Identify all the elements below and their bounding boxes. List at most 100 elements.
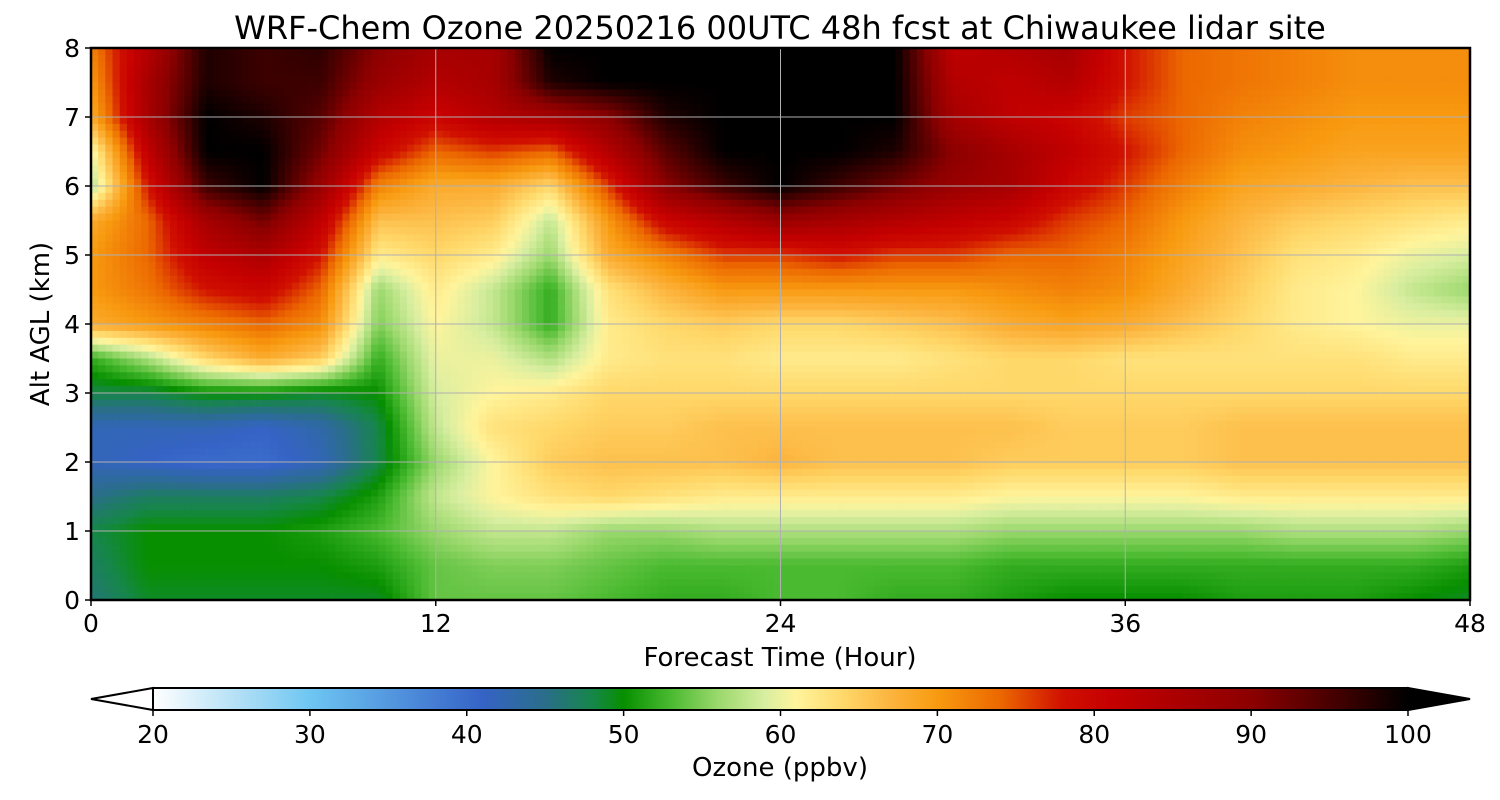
- heatmap-cell: [837, 206, 846, 215]
- heatmap-cell: [342, 206, 351, 215]
- heatmap-cell: [442, 75, 451, 84]
- heatmap-cell: [895, 192, 904, 201]
- heatmap-cell: [1326, 117, 1335, 125]
- heatmap-cell: [213, 123, 221, 132]
- heatmap-cell: [256, 48, 264, 56]
- heatmap-cell: [112, 103, 121, 111]
- heatmap-cell: [1333, 123, 1342, 132]
- heatmap-cell: [1462, 192, 1470, 201]
- heatmap-cell: [816, 220, 825, 228]
- heatmap-cell: [500, 165, 509, 173]
- heatmap-cell: [924, 89, 932, 97]
- heatmap-cell: [464, 192, 473, 201]
- heatmap-cell: [909, 54, 918, 63]
- heatmap-cell: [1326, 48, 1335, 56]
- heatmap-cell: [349, 117, 358, 125]
- heatmap-cell: [112, 96, 121, 104]
- heatmap-cell: [270, 151, 279, 159]
- heatmap-cell: [952, 186, 961, 194]
- heatmap-cell: [98, 206, 106, 215]
- heatmap-cell: [1240, 130, 1248, 139]
- heatmap-cell: [967, 186, 976, 194]
- heatmap-cell: [1412, 103, 1421, 111]
- heatmap-cell: [852, 96, 861, 104]
- heatmap-cell: [1232, 137, 1241, 146]
- heatmap-cell: [931, 172, 940, 180]
- heatmap-cell: [1024, 220, 1033, 228]
- heatmap-cell: [1283, 158, 1292, 166]
- heatmap-cell: [543, 192, 552, 201]
- heatmap-cell: [1311, 165, 1320, 173]
- heatmap-cell: [371, 165, 379, 173]
- heatmap-cell: [794, 117, 803, 125]
- heatmap-cell: [1003, 123, 1011, 132]
- heatmap-cell: [1355, 123, 1363, 132]
- heatmap-cell: [600, 192, 609, 201]
- heatmap-cell: [1046, 192, 1055, 201]
- heatmap-cell: [1204, 54, 1213, 63]
- heatmap-cell: [270, 186, 279, 194]
- heatmap-cell: [967, 137, 976, 146]
- heatmap-cell: [356, 144, 365, 153]
- heatmap-cell: [385, 75, 394, 84]
- heatmap-cell: [435, 68, 444, 77]
- heatmap-cell: [1340, 54, 1349, 63]
- heatmap-cell: [780, 89, 789, 97]
- heatmap-cell: [241, 61, 250, 70]
- heatmap-cell: [665, 179, 674, 187]
- heatmap-cell: [478, 186, 487, 194]
- heatmap-cell: [902, 206, 911, 215]
- heatmap-cell: [1347, 110, 1356, 118]
- heatmap-cell: [823, 179, 832, 187]
- heatmap-cell: [766, 137, 774, 146]
- heatmap-cell: [1247, 130, 1256, 139]
- heatmap-cell: [1118, 206, 1126, 215]
- heatmap-cell: [744, 54, 753, 63]
- heatmap-cell: [1074, 165, 1083, 173]
- heatmap-cell: [981, 213, 990, 222]
- heatmap-cell: [356, 206, 365, 215]
- heatmap-cell: [1225, 220, 1234, 228]
- heatmap-cell: [916, 117, 925, 125]
- heatmap-cell: [701, 103, 710, 111]
- heatmap-cell: [952, 192, 961, 201]
- heatmap-cell: [593, 206, 602, 215]
- heatmap-cell: [802, 144, 810, 153]
- heatmap-cell: [672, 186, 681, 194]
- heatmap-cell: [134, 213, 142, 222]
- heatmap-cell: [787, 144, 796, 153]
- heatmap-cell: [780, 137, 789, 146]
- heatmap-cell: [1132, 172, 1141, 180]
- heatmap-cell: [478, 110, 487, 118]
- heatmap-cell: [249, 61, 257, 70]
- heatmap-cell: [852, 61, 861, 70]
- heatmap-cell: [665, 137, 674, 146]
- heatmap-cell: [758, 213, 767, 222]
- heatmap-cell: [550, 103, 559, 111]
- heatmap-cell: [1369, 103, 1378, 111]
- heatmap-cell: [1347, 89, 1356, 97]
- heatmap-cell: [1046, 48, 1055, 56]
- heatmap-cell: [579, 151, 588, 159]
- heatmap-cell: [227, 48, 236, 56]
- heatmap-cell: [529, 151, 537, 159]
- heatmap-cell: [1434, 68, 1442, 77]
- heatmap-cell: [486, 123, 494, 132]
- heatmap-cell: [830, 123, 839, 132]
- heatmap-cell: [277, 96, 286, 104]
- heatmap-cell: [945, 54, 954, 63]
- heatmap-cell: [644, 192, 652, 201]
- heatmap-cell: [1039, 89, 1047, 97]
- heatmap-cell: [1462, 117, 1470, 125]
- heatmap-cell: [313, 75, 322, 84]
- heatmap-cell: [227, 144, 236, 153]
- heatmap-cell: [1103, 103, 1112, 111]
- heatmap-cell: [392, 110, 401, 118]
- heatmap-cell: [1383, 89, 1392, 97]
- heatmap-cell: [493, 137, 501, 146]
- heatmap-cell: [414, 68, 422, 77]
- heatmap-cell: [1419, 103, 1428, 111]
- heatmap-cell: [888, 110, 897, 118]
- heatmap-cell: [1003, 206, 1011, 215]
- heatmap-cell: [1441, 158, 1450, 166]
